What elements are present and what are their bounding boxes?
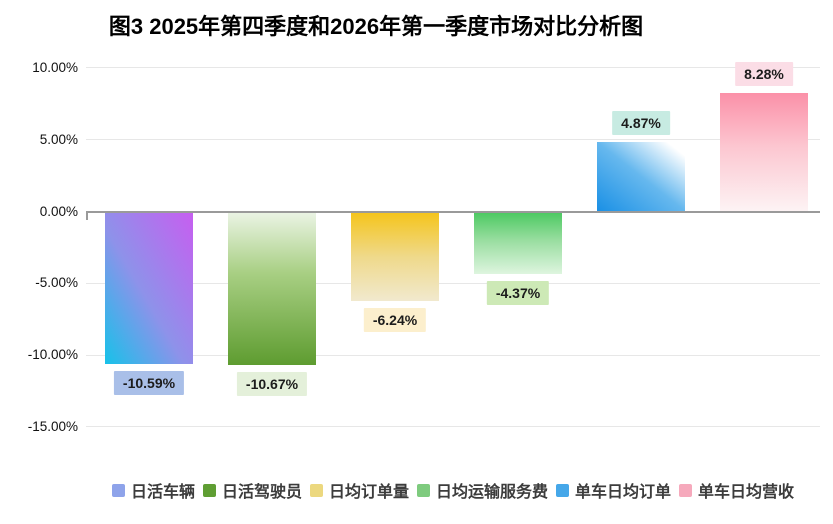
legend-swatch-daily-order-volume	[309, 483, 323, 497]
legend-item-daily-transport-service-fee: 日均运输服务费	[417, 478, 548, 502]
data-label-daily-active-drivers: -10.67%	[236, 371, 308, 396]
data-label-daily-order-volume: -6.24%	[363, 308, 427, 333]
bar-per-vehicle-daily-revenue	[720, 92, 808, 212]
legend-swatch-daily-active-vehicles	[111, 483, 125, 497]
y-axis-tick-label: -15.00%	[27, 418, 78, 434]
bar-daily-order-volume	[351, 211, 439, 302]
legend-swatch-daily-active-drivers	[202, 483, 216, 497]
bar-daily-active-vehicles	[105, 211, 193, 364]
legend-label-daily-active-vehicles: 日活车辆	[130, 484, 195, 501]
y-axis-tick-label: -10.00%	[27, 347, 78, 363]
y-axis-tick-label: 5.00%	[39, 131, 78, 147]
legend-item-daily-order-volume: 日均订单量	[309, 478, 409, 502]
axis-tick	[86, 211, 88, 220]
y-axis-tick-label: 10.00%	[32, 59, 78, 75]
legend-item-per-vehicle-daily-orders: 单车日均订单	[556, 478, 671, 502]
legend-swatch-per-vehicle-daily-orders	[556, 483, 570, 497]
legend-label-daily-active-drivers: 日活驾驶员	[221, 484, 302, 501]
gridline	[86, 282, 820, 284]
legend-label-per-vehicle-daily-revenue: 单车日均营收	[698, 484, 795, 501]
legend-swatch-per-vehicle-daily-revenue	[679, 483, 693, 497]
legend: 日活车辆 日活驾驶员 日均订单量 日均运输服务费 单车日均订单 单车日均营收	[86, 478, 820, 502]
legend-label-per-vehicle-daily-orders: 单车日均订单	[575, 484, 672, 501]
legend-item-daily-active-drivers: 日活驾驶员	[202, 478, 302, 502]
gridline	[86, 67, 820, 69]
legend-label-daily-transport-service-fee: 日均运输服务费	[436, 484, 549, 501]
bar-daily-transport-service-fee	[474, 211, 562, 275]
data-label-daily-transport-service-fee: -4.37%	[486, 281, 550, 306]
bar-daily-active-drivers	[228, 211, 316, 365]
legend-item-per-vehicle-daily-revenue: 单车日均营收	[679, 478, 794, 502]
legend-label-daily-order-volume: 日均订单量	[328, 484, 409, 501]
y-axis-tick-label: 0.00%	[39, 203, 78, 219]
gridline	[86, 426, 820, 428]
data-label-per-vehicle-daily-orders: 4.87%	[612, 110, 670, 135]
data-label-daily-active-vehicles: -10.59%	[113, 370, 185, 395]
legend-swatch-daily-transport-service-fee	[417, 483, 430, 497]
chart-title: 图3 2025年第四季度和2026年第一季度市场对比分析图	[108, 14, 644, 39]
y-axis-tick-label: -5.00%	[35, 275, 78, 291]
data-label-per-vehicle-daily-revenue: 8.28%	[735, 61, 793, 86]
legend-item-daily-active-vehicles: 日活车辆	[111, 478, 195, 502]
bar-per-vehicle-daily-orders	[597, 141, 685, 212]
zero-axis-line	[86, 210, 820, 213]
gridline	[86, 354, 820, 356]
gridline	[86, 139, 820, 141]
